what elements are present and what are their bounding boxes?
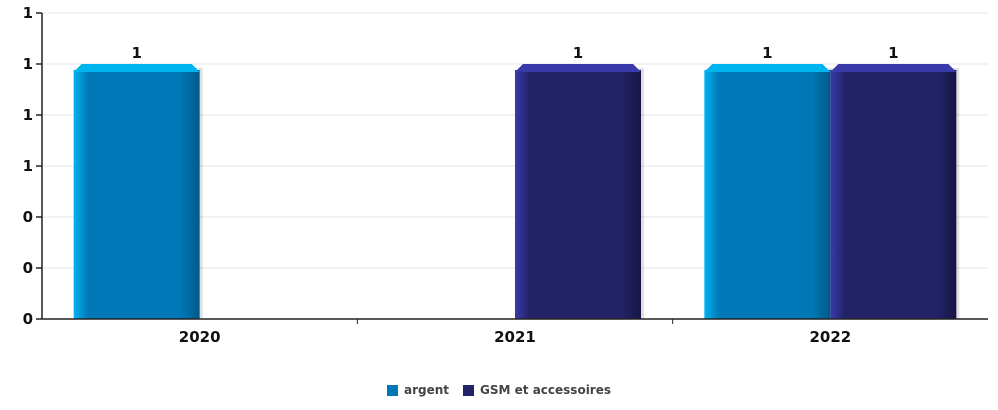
- data-label: 1: [762, 44, 772, 62]
- bar-body: [704, 70, 831, 319]
- x-tick-label: 2021: [494, 328, 536, 346]
- bar-body: [830, 70, 957, 319]
- data-label: 1: [888, 44, 898, 62]
- bars: [73, 64, 960, 319]
- x-tick-label: 2020: [179, 328, 221, 346]
- data-label: 1: [573, 44, 583, 62]
- legend-swatch-gsm: [463, 384, 475, 396]
- legend-swatch-argent: [387, 384, 398, 396]
- y-tick-label: 1: [23, 106, 33, 124]
- value-labels: 1 1 1 1: [131, 44, 898, 62]
- bar-top: [830, 64, 957, 72]
- y-tick-label: 0: [23, 208, 33, 226]
- bar-body: [515, 70, 641, 319]
- y-tick-label: 0: [23, 259, 33, 277]
- bar-top: [515, 64, 641, 72]
- bar-2022-gsm[interactable]: [830, 64, 960, 319]
- y-tick-label: 1: [23, 55, 33, 73]
- bar-body: [73, 70, 200, 319]
- legend: argent GSM et accessoires: [0, 383, 998, 397]
- legend-label-gsm: GSM et accessoires: [480, 383, 611, 397]
- data-label: 1: [131, 44, 141, 62]
- legend-item-argent[interactable]: argent: [387, 383, 449, 397]
- bar-top: [73, 64, 200, 72]
- bar-2022-argent[interactable]: [704, 64, 834, 319]
- bar-2020-argent[interactable]: [73, 64, 203, 319]
- bar-top: [704, 64, 831, 72]
- y-tick-label: 1: [23, 157, 33, 175]
- x-tick-label: 2022: [809, 328, 851, 346]
- bar-2021-gsm[interactable]: [515, 64, 644, 319]
- y-tick-label: 1: [23, 4, 33, 22]
- legend-label-argent: argent: [404, 383, 450, 397]
- axes: 0 0 0 1 1 1 1 2020 2021 2022: [23, 4, 988, 346]
- legend-item-gsm[interactable]: GSM et accessoires: [463, 383, 611, 397]
- y-tick-label: 0: [23, 310, 33, 328]
